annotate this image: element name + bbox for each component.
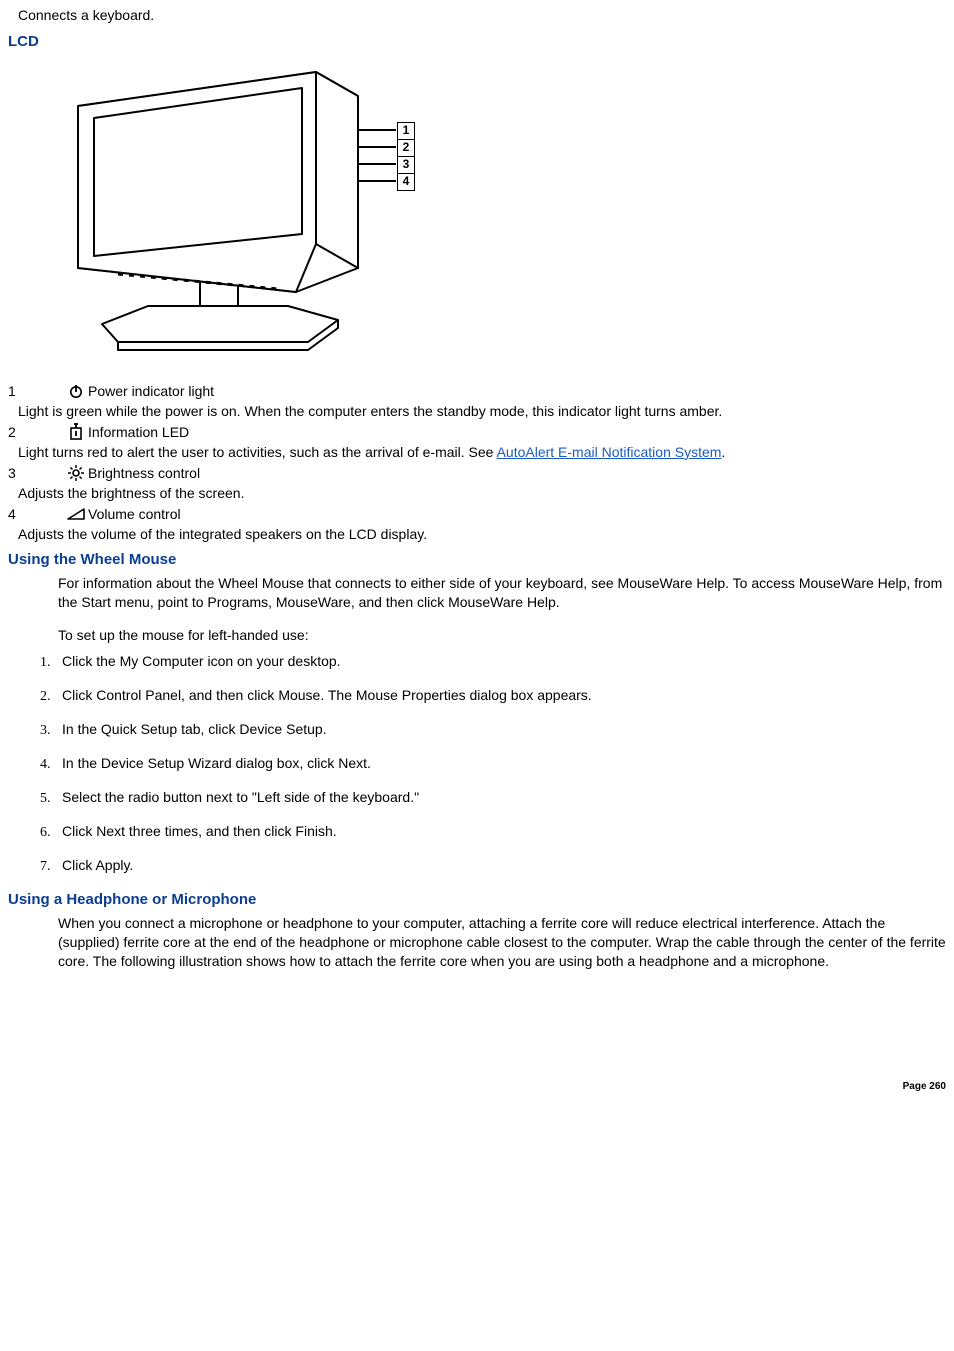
callout-number: 1 bbox=[8, 383, 66, 399]
volume-icon bbox=[66, 505, 86, 523]
callout-row-4: 4 Volume control bbox=[8, 505, 946, 523]
step-text: Select the radio button next to "Left si… bbox=[62, 789, 419, 805]
heading-wheel-mouse: Using the Wheel Mouse bbox=[8, 551, 946, 568]
callout-description: Light is green while the power is on. Wh… bbox=[18, 402, 946, 421]
list-item: In the Device Setup Wizard dialog box, c… bbox=[54, 755, 946, 773]
power-icon bbox=[66, 382, 86, 400]
callout-label: Information LED bbox=[88, 424, 189, 440]
callout-row-1: 1 Power indicator light bbox=[8, 382, 946, 400]
wheel-mouse-para1: For information about the Wheel Mouse th… bbox=[58, 574, 946, 612]
callout-row-2: 2 Information LED bbox=[8, 423, 946, 441]
step-text: Click the My Computer icon on your deskt… bbox=[62, 653, 341, 669]
callout-description: Adjusts the brightness of the screen. bbox=[18, 484, 946, 503]
callout-label: Volume control bbox=[88, 506, 181, 522]
step-text: Click Next three times, and then click F… bbox=[62, 823, 337, 839]
autoalert-link[interactable]: AutoAlert E-mail Notification System bbox=[497, 444, 722, 460]
wheel-mouse-para2: To set up the mouse for left-handed use: bbox=[58, 626, 946, 645]
callout-number: 2 bbox=[8, 424, 66, 440]
callout-number: 3 bbox=[8, 465, 66, 481]
lcd-callout-label-1: 1 bbox=[397, 122, 415, 140]
step-text: Click Apply. bbox=[62, 857, 133, 873]
intro-keyboard-text: Connects a keyboard. bbox=[18, 6, 946, 25]
list-item: Click Apply. bbox=[54, 857, 946, 875]
callout-description: Light turns red to alert the user to act… bbox=[18, 443, 946, 462]
lcd-callout-label-2: 2 bbox=[397, 139, 415, 157]
callout-description: Adjusts the volume of the integrated spe… bbox=[18, 525, 946, 544]
heading-lcd: LCD bbox=[8, 33, 946, 50]
list-item: Select the radio button next to "Left si… bbox=[54, 789, 946, 807]
callout-row-3: 3 Brightness control bbox=[8, 464, 946, 482]
list-item: In the Quick Setup tab, click Device Set… bbox=[54, 721, 946, 739]
brightness-icon bbox=[66, 464, 86, 482]
list-item: Click Next three times, and then click F… bbox=[54, 823, 946, 841]
callout-label: Brightness control bbox=[88, 465, 200, 481]
wheel-mouse-steps: Click the My Computer icon on your deskt… bbox=[54, 653, 946, 875]
step-text: Click Control Panel, and then click Mous… bbox=[62, 687, 592, 703]
step-text: In the Quick Setup tab, click Device Set… bbox=[62, 721, 327, 737]
callout-number: 4 bbox=[8, 506, 66, 522]
step-text: In the Device Setup Wizard dialog box, c… bbox=[62, 755, 371, 771]
info-icon bbox=[66, 423, 86, 441]
lcd-diagram: 1234 bbox=[58, 66, 458, 366]
lcd-callout-label-4: 4 bbox=[397, 173, 415, 191]
list-item: Click Control Panel, and then click Mous… bbox=[54, 687, 946, 705]
headphone-mic-para: When you connect a microphone or headpho… bbox=[58, 914, 946, 971]
callout-label: Power indicator light bbox=[88, 383, 214, 399]
lcd-callout-label-3: 3 bbox=[397, 156, 415, 174]
heading-headphone-mic: Using a Headphone or Microphone bbox=[8, 891, 946, 908]
page-number: Page 260 bbox=[8, 1081, 946, 1092]
list-item: Click the My Computer icon on your deskt… bbox=[54, 653, 946, 671]
